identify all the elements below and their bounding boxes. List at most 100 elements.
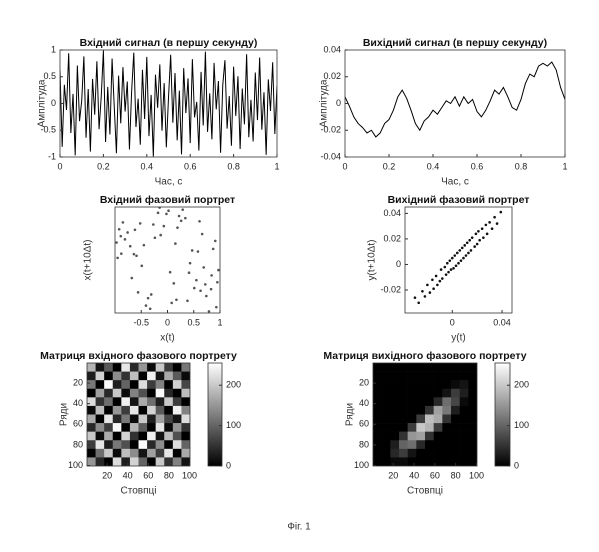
heatmap-cell <box>181 440 190 450</box>
colorbar-tick-label: 0 <box>226 460 231 470</box>
heatmap-cell <box>138 440 148 450</box>
subplot-title: Матриця вихідного фазового портрету <box>323 350 526 362</box>
heatmap-cell <box>121 457 131 466</box>
x-tick-label: 80 <box>164 470 174 480</box>
heatmap-cell <box>95 397 105 407</box>
subplot: -0.5 0 0.5 1 Вхідний фазовий портрет x(t) x(t+… <box>83 194 236 344</box>
heatmap-cell <box>459 448 469 458</box>
scatter-point <box>449 268 453 271</box>
heatmap-cell <box>381 363 391 372</box>
heatmap-cell <box>451 380 460 390</box>
x-tick-label: 60 <box>430 470 440 480</box>
scatter-point <box>475 242 479 246</box>
heatmap-cell <box>104 371 114 381</box>
heatmap-cell <box>451 423 460 432</box>
heatmap-cell <box>442 380 452 390</box>
heatmap-cell <box>459 405 469 415</box>
x-tick-label: 0.8 <box>227 161 240 171</box>
heatmap-cell <box>390 380 400 390</box>
scatter-point <box>458 249 462 252</box>
scatter-point <box>465 241 469 245</box>
heatmap-cell <box>129 448 139 458</box>
heatmap-cell <box>129 414 139 424</box>
heatmap-cell <box>425 448 434 458</box>
heatmap-cell <box>155 414 165 424</box>
scatter-point <box>457 261 460 265</box>
heatmap-cell <box>121 380 131 390</box>
scatter-point <box>217 268 220 272</box>
scatter-point <box>452 267 455 270</box>
plot-area <box>87 363 190 466</box>
heatmap-cell <box>112 440 122 450</box>
heatmap-cell <box>138 405 148 415</box>
heatmap-cell <box>381 423 391 432</box>
scatter-point <box>138 222 142 225</box>
heatmap-cell <box>373 440 382 450</box>
heatmap-cell <box>164 448 174 458</box>
scatter-point <box>454 264 458 268</box>
scatter-point <box>474 232 478 236</box>
heatmap-cell <box>390 405 400 415</box>
heatmap-cell <box>129 457 139 466</box>
heatmap-cell <box>451 414 460 424</box>
heatmap-cell <box>373 448 382 458</box>
scatter-point <box>135 254 138 258</box>
scatter-point <box>490 227 494 231</box>
heatmap-cell <box>121 405 131 415</box>
heatmap-cell <box>407 397 417 407</box>
heatmap-cell <box>104 397 114 407</box>
heatmap-cell <box>459 457 469 466</box>
scatter-point <box>460 246 464 250</box>
heatmap-cell <box>172 431 182 441</box>
x-tick-label: 0.6 <box>184 161 197 171</box>
heatmap-cell <box>104 388 114 398</box>
scatter-point <box>432 287 435 291</box>
heatmap-cell <box>459 414 469 424</box>
scatter-point <box>190 249 194 252</box>
heatmap-cell <box>138 431 148 441</box>
x-tick-label: 80 <box>451 470 461 480</box>
heatmap-cell <box>129 371 139 381</box>
heatmap-cell <box>147 388 156 398</box>
heatmap-cell <box>121 414 131 424</box>
heatmap-cell <box>407 414 417 424</box>
heatmap-cell <box>87 371 96 381</box>
heatmap-cell <box>87 423 96 432</box>
heatmap-cell <box>95 448 105 458</box>
scatter-point <box>162 224 166 228</box>
heatmap-cell <box>416 380 426 390</box>
scatter-point <box>469 249 473 252</box>
heatmap-cell <box>138 414 148 424</box>
scatter-point <box>426 283 429 287</box>
scatter-point <box>167 209 170 213</box>
scatter-point <box>205 294 208 298</box>
x-axis-label: x(t) <box>160 333 174 344</box>
scatter-point <box>156 211 160 215</box>
x-tick-label: 0.4 <box>141 161 154 171</box>
subplot: 0 0.2 0.4 0.6 0.8 1 -1 -0.5 0 0.5 1 Вхідний сигнал … <box>37 37 280 188</box>
scatter-point <box>196 250 200 253</box>
scatter-point <box>148 307 152 311</box>
y-tick-label: 0.02 <box>383 233 401 243</box>
heatmap-cell <box>181 371 190 381</box>
heatmap-cell <box>468 371 477 381</box>
x-tick-label: 0.8 <box>515 161 528 171</box>
heatmap-cell <box>129 405 139 415</box>
heatmap-cell <box>425 431 434 441</box>
heatmap-cell <box>442 457 452 466</box>
heatmap-cell <box>407 405 417 415</box>
heatmap-cell <box>433 448 443 458</box>
heatmap-cell <box>433 431 443 441</box>
heatmap-cell <box>164 363 174 372</box>
heatmap-cell <box>95 457 105 466</box>
heatmap-cell <box>381 397 391 407</box>
heatmap-cell <box>416 397 426 407</box>
y-tick-label: -0.5 <box>40 125 56 135</box>
heatmap-cell <box>390 397 400 407</box>
signal-line <box>345 61 565 138</box>
x-tick-label: 40 <box>409 470 419 480</box>
heatmap-cell <box>468 405 477 415</box>
scatter-point <box>477 229 480 233</box>
x-tick-label: 1 <box>217 317 222 327</box>
x-axis-label: Час, с <box>155 177 183 188</box>
